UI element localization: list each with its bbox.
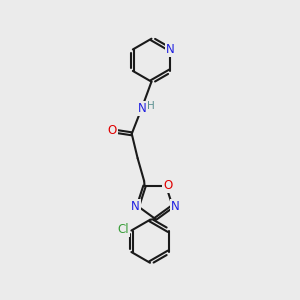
Text: O: O — [163, 179, 172, 192]
Text: N: N — [137, 102, 146, 115]
Text: N: N — [171, 200, 179, 213]
Text: Cl: Cl — [117, 223, 129, 236]
Text: H: H — [147, 101, 155, 111]
Text: N: N — [166, 43, 175, 56]
Text: N: N — [131, 200, 140, 213]
Text: O: O — [108, 124, 117, 137]
